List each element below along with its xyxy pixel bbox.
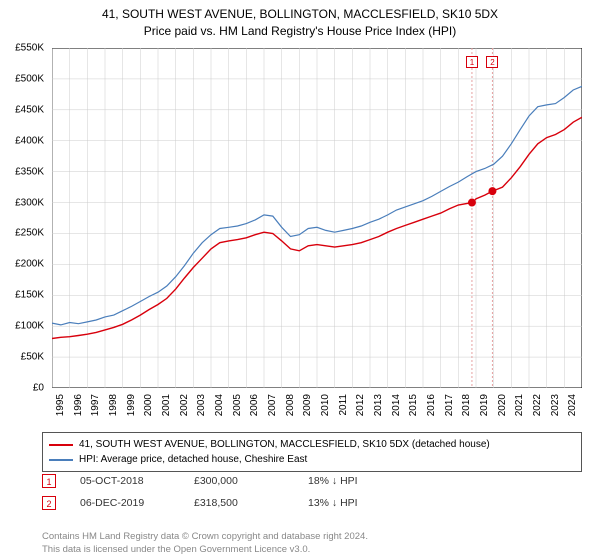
x-tick-label: 2004 (214, 394, 225, 416)
x-tick-label: 2001 (161, 394, 172, 416)
x-tick-label: 2008 (285, 394, 296, 416)
y-tick-label: £100K (15, 321, 44, 332)
x-tick-label: 2018 (461, 394, 472, 416)
y-tick-label: £50K (21, 352, 44, 363)
x-tick-label: 2014 (391, 394, 402, 416)
sale-marker-badge: 2 (486, 56, 498, 68)
sale-date: 06-DEC-2019 (80, 497, 170, 509)
x-tick-label: 2011 (338, 394, 349, 416)
x-tick-label: 2017 (444, 394, 455, 416)
legend-box: 41, SOUTH WEST AVENUE, BOLLINGTON, MACCL… (42, 432, 582, 472)
x-tick-label: 2005 (232, 394, 243, 416)
y-tick-label: £200K (15, 259, 44, 270)
footer-note: Contains HM Land Registry data © Crown c… (42, 531, 368, 556)
x-tick-label: 2022 (532, 394, 543, 416)
y-tick-label: £550K (15, 43, 44, 54)
y-tick-label: £350K (15, 166, 44, 177)
x-tick-label: 2010 (320, 394, 331, 416)
x-tick-label: 2003 (196, 394, 207, 416)
x-tick-label: 2009 (302, 394, 313, 416)
x-tick-label: 2015 (408, 394, 419, 416)
x-tick-label: 2021 (514, 394, 525, 416)
x-tick-label: 2023 (550, 394, 561, 416)
x-tick-label: 2013 (373, 394, 384, 416)
sale-delta: 13% ↓ HPI (308, 497, 398, 509)
x-tick-label: 1997 (90, 394, 101, 416)
legend-swatch-property (49, 444, 73, 446)
y-tick-label: £400K (15, 135, 44, 146)
y-tick-label: £450K (15, 104, 44, 115)
y-tick-label: £0 (33, 383, 44, 394)
sale-badge: 1 (42, 474, 56, 488)
sale-badge: 2 (42, 496, 56, 510)
y-tick-label: £300K (15, 197, 44, 208)
footer-line2: This data is licensed under the Open Gov… (42, 544, 368, 556)
x-tick-label: 2016 (426, 394, 437, 416)
title-line2: Price paid vs. HM Land Registry's House … (0, 23, 600, 40)
x-axis: 1995 1996 1997 1998 1999 2000 2001 2002 2003 2004… (52, 390, 582, 430)
x-tick-label: 2000 (143, 394, 154, 416)
y-axis: £0£50K£100K£150K£200K£250K£300K£350K£400… (0, 48, 48, 388)
legend-swatch-hpi (49, 459, 73, 461)
x-tick-label: 1999 (126, 394, 137, 416)
y-tick-label: £150K (15, 290, 44, 301)
sales-block: 1 05-OCT-2018 £300,000 18% ↓ HPI 2 06-DEC-201… (42, 470, 582, 514)
chart-container: 41, SOUTH WEST AVENUE, BOLLINGTON, MACCL… (0, 0, 600, 560)
sale-price: £318,500 (194, 497, 284, 509)
chart-svg (52, 48, 582, 388)
legend-label-hpi: HPI: Average price, detached house, Ches… (79, 452, 307, 467)
x-tick-label: 2002 (179, 394, 190, 416)
footer-line1: Contains HM Land Registry data © Crown c… (42, 531, 368, 543)
x-tick-label: 2007 (267, 394, 278, 416)
title-line1: 41, SOUTH WEST AVENUE, BOLLINGTON, MACCL… (0, 6, 600, 23)
sale-row: 1 05-OCT-2018 £300,000 18% ↓ HPI (42, 470, 582, 492)
x-tick-label: 2006 (249, 394, 260, 416)
legend-label-property: 41, SOUTH WEST AVENUE, BOLLINGTON, MACCL… (79, 437, 490, 452)
x-tick-label: 2024 (567, 394, 578, 416)
y-tick-label: £250K (15, 228, 44, 239)
legend-row-property: 41, SOUTH WEST AVENUE, BOLLINGTON, MACCL… (49, 437, 575, 452)
x-tick-label: 1998 (108, 394, 119, 416)
x-tick-label: 2012 (355, 394, 366, 416)
sale-row: 2 06-DEC-2019 £318,500 13% ↓ HPI (42, 492, 582, 514)
sale-marker-badge: 1 (466, 56, 478, 68)
title-block: 41, SOUTH WEST AVENUE, BOLLINGTON, MACCL… (0, 0, 600, 40)
x-tick-label: 1996 (73, 394, 84, 416)
plot-area: 12 (52, 48, 582, 388)
legend-row-hpi: HPI: Average price, detached house, Ches… (49, 452, 575, 467)
sale-date: 05-OCT-2018 (80, 475, 170, 487)
sale-delta: 18% ↓ HPI (308, 475, 398, 487)
x-tick-label: 1995 (55, 394, 66, 416)
x-tick-label: 2019 (479, 394, 490, 416)
x-tick-label: 2020 (497, 394, 508, 416)
y-tick-label: £500K (15, 73, 44, 84)
sale-price: £300,000 (194, 475, 284, 487)
